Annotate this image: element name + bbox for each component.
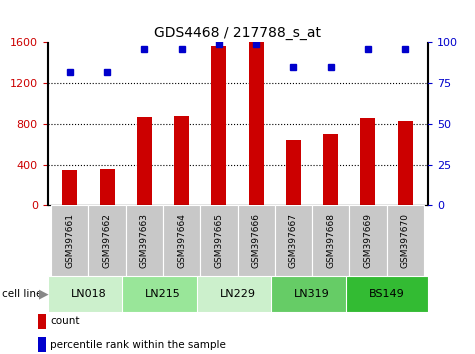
Text: GSM397668: GSM397668 bbox=[326, 213, 335, 268]
Text: GSM397669: GSM397669 bbox=[363, 213, 372, 268]
Bar bbox=[312, 205, 349, 276]
Bar bbox=[345, 276, 428, 312]
Bar bbox=[275, 205, 312, 276]
Text: LN018: LN018 bbox=[71, 289, 106, 299]
Text: LN215: LN215 bbox=[145, 289, 181, 299]
Text: percentile rank within the sample: percentile rank within the sample bbox=[50, 339, 226, 350]
Bar bbox=[38, 314, 46, 329]
Bar bbox=[38, 337, 46, 352]
Bar bbox=[197, 276, 278, 312]
Bar bbox=[200, 205, 238, 276]
Bar bbox=[387, 205, 424, 276]
Text: ▶: ▶ bbox=[39, 287, 48, 300]
Bar bbox=[163, 205, 200, 276]
Bar bbox=[286, 140, 301, 205]
Text: GSM397662: GSM397662 bbox=[103, 213, 112, 268]
Bar bbox=[398, 121, 413, 205]
Bar bbox=[238, 205, 275, 276]
Text: GSM397664: GSM397664 bbox=[177, 213, 186, 268]
Bar bbox=[100, 169, 114, 205]
Text: GSM397667: GSM397667 bbox=[289, 213, 298, 268]
Text: GSM397661: GSM397661 bbox=[66, 213, 75, 268]
Text: LN229: LN229 bbox=[219, 289, 256, 299]
Bar bbox=[361, 118, 375, 205]
Bar bbox=[211, 46, 226, 205]
Text: GSM397665: GSM397665 bbox=[214, 213, 223, 268]
Bar bbox=[349, 205, 387, 276]
Bar bbox=[174, 116, 189, 205]
Bar bbox=[323, 134, 338, 205]
Text: GSM397666: GSM397666 bbox=[252, 213, 261, 268]
Bar bbox=[249, 42, 264, 205]
Bar bbox=[271, 276, 353, 312]
Bar bbox=[137, 117, 152, 205]
Bar bbox=[126, 205, 163, 276]
Text: BS149: BS149 bbox=[369, 289, 404, 299]
Bar bbox=[122, 276, 204, 312]
Text: LN319: LN319 bbox=[294, 289, 330, 299]
Text: GSM397670: GSM397670 bbox=[400, 213, 409, 268]
Text: cell line: cell line bbox=[2, 289, 43, 299]
Bar bbox=[48, 276, 130, 312]
Title: GDS4468 / 217788_s_at: GDS4468 / 217788_s_at bbox=[154, 26, 321, 40]
Bar bbox=[51, 205, 88, 276]
Text: GSM397663: GSM397663 bbox=[140, 213, 149, 268]
Bar bbox=[62, 170, 77, 205]
Bar bbox=[88, 205, 126, 276]
Text: count: count bbox=[50, 316, 80, 326]
